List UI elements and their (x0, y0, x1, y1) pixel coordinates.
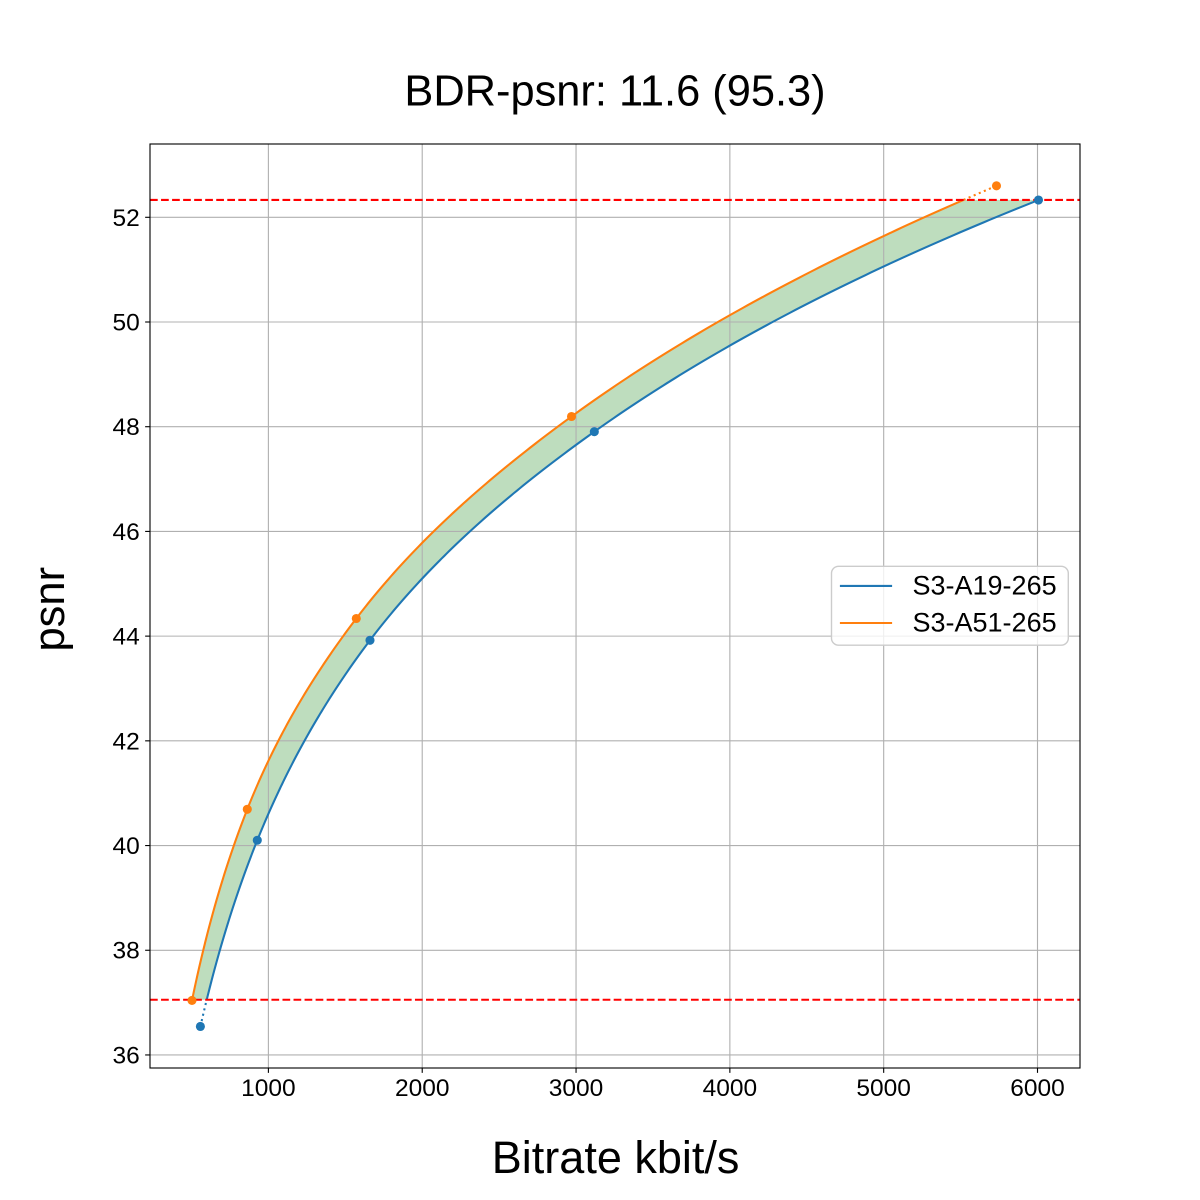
svg-text:BDR-psnr: 11.6 (95.3): BDR-psnr: 11.6 (95.3) (404, 67, 825, 115)
svg-text:48: 48 (113, 414, 140, 441)
svg-text:psnr: psnr (26, 567, 74, 652)
svg-text:S3-A19-265: S3-A19-265 (913, 571, 1057, 601)
svg-text:5000: 5000 (856, 1075, 911, 1102)
svg-text:42: 42 (113, 728, 140, 755)
svg-text:Bitrate kbit/s: Bitrate kbit/s (492, 1132, 740, 1183)
svg-text:40: 40 (113, 833, 140, 860)
svg-text:2000: 2000 (395, 1075, 450, 1102)
svg-text:4000: 4000 (703, 1075, 758, 1102)
svg-text:3000: 3000 (549, 1075, 604, 1102)
svg-text:50: 50 (113, 309, 140, 336)
svg-text:44: 44 (113, 624, 140, 651)
svg-text:52: 52 (113, 205, 140, 232)
svg-text:6000: 6000 (1010, 1075, 1065, 1102)
svg-text:36: 36 (113, 1042, 140, 1069)
svg-text:1000: 1000 (241, 1075, 296, 1102)
svg-text:S3-A51-265: S3-A51-265 (913, 608, 1057, 638)
svg-text:46: 46 (113, 519, 140, 546)
svg-text:38: 38 (113, 938, 140, 965)
